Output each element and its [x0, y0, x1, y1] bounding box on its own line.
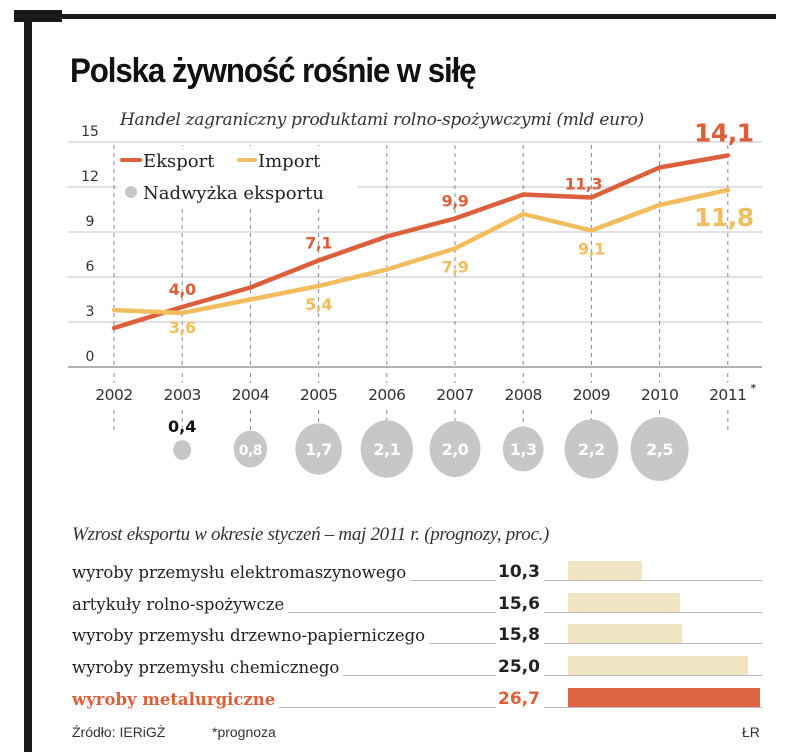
surplus-bubble	[502, 426, 544, 472]
bar-category-label: wyroby przemysłu elektromaszynowego	[72, 563, 411, 582]
surplus-label: 1,7	[305, 440, 332, 459]
y-tick-label: 6	[86, 259, 95, 275]
surplus-bubble	[564, 419, 619, 479]
bar-row: wyroby przemysłu drzewno-papierniczego 15…	[72, 621, 762, 649]
bar-value-label: 25,0	[496, 657, 544, 677]
surplus-bubble	[360, 420, 413, 478]
chart-title: Polska żywność rośnie w siłę	[70, 52, 477, 90]
bar-row-rule	[72, 580, 762, 581]
surplus-bubble	[173, 440, 192, 460]
chart-subtitle: Handel zagraniczny produktami rolno-spoż…	[120, 110, 644, 130]
x-tick-label: 2011	[709, 386, 746, 404]
legend-label-export: Eksport	[143, 151, 215, 172]
y-tick-label: 3	[86, 304, 95, 320]
surplus-bubble	[630, 417, 689, 481]
bar-row: wyroby metalurgiczne 26,7	[72, 685, 762, 713]
surplus-label: 1,3	[510, 440, 537, 459]
bar-category-label: wyroby przemysłu chemicznego	[72, 658, 344, 677]
line-import	[111, 187, 731, 316]
bar-category-label: wyroby metalurgiczne	[72, 690, 280, 709]
surplus-label: 2,1	[373, 440, 400, 459]
x-tick-label: 2009	[573, 386, 610, 404]
bar	[568, 561, 643, 580]
bar-row-rule	[72, 612, 762, 613]
x-tick-label: 2003	[163, 386, 200, 404]
x-tick-label: 2005	[300, 386, 337, 404]
bar-value-label: 15,8	[496, 625, 544, 645]
x-tick-label: 2002	[95, 386, 132, 404]
x-tick-label: 2008	[504, 386, 541, 404]
y-tick-label: 12	[81, 169, 99, 185]
forecast-note: *prognoza	[212, 724, 276, 740]
data-label-import: 9,1	[578, 240, 605, 259]
bar-value-label: 10,3	[496, 562, 544, 582]
bar-value-label: 15,6	[496, 594, 544, 614]
legend-swatch-surplus	[125, 186, 137, 198]
x-tick-label: 2006	[368, 386, 405, 404]
surplus-label: 2,0	[442, 440, 469, 459]
data-label-import: 5,4	[305, 295, 332, 314]
bar-category-label: wyroby przemysłu drzewno-papierniczego	[72, 626, 430, 645]
surplus-label: 2,2	[578, 440, 605, 459]
data-label-import: 3,6	[169, 318, 196, 337]
bar	[568, 593, 681, 612]
bar-value-label: 26,7	[496, 689, 544, 709]
bar	[568, 688, 760, 707]
x-tick-label: 2010	[641, 386, 678, 404]
data-label-export: 14,1	[694, 119, 754, 148]
x-tick-label: 2007	[436, 386, 473, 404]
source-note: Źródło: IERiGŻ	[72, 724, 166, 740]
bar-row: wyroby przemysłu chemicznego 25,0	[72, 653, 762, 681]
line-chart: 0 3 6 9 12 15 2002 2003 2004 2005 2006 2007 2008 2009…	[68, 119, 762, 481]
frame-left-rule	[24, 14, 32, 752]
surplus-label: 0,8	[239, 443, 262, 459]
surplus-bubble	[233, 430, 268, 468]
surplus-label: 2,5	[646, 440, 673, 459]
legend-label-import: Import	[258, 151, 321, 172]
surplus-bubble	[429, 421, 481, 477]
line-export	[111, 153, 731, 331]
bar	[568, 624, 682, 643]
legend-label-surplus: Nadwyżka eksportu	[143, 183, 324, 204]
bar-row: wyroby przemysłu elektromaszynowego 10,3	[72, 558, 762, 586]
y-tick-label: 0	[86, 349, 95, 365]
surplus-bubble	[295, 423, 342, 475]
data-label-export: 4,0	[169, 280, 196, 299]
bar-row-rule	[72, 675, 762, 676]
y-tick-label: 9	[86, 214, 95, 230]
y-tick-label: 15	[81, 124, 99, 140]
legend-background	[118, 146, 358, 208]
frame-corner	[14, 10, 62, 22]
bar-category-label: artykuły rolno-spożywcze	[72, 595, 289, 614]
bars-title: Wzrost eksportu w okresie styczeń – maj …	[72, 524, 550, 545]
data-label-export: 7,1	[305, 234, 332, 253]
frame-top-rule	[24, 14, 776, 19]
bar-row: artykuły rolno-spożywcze 15,6	[72, 590, 762, 618]
data-label-import: 11,8	[694, 203, 754, 232]
author-credit: ŁR	[742, 724, 760, 740]
x-tick-label: 2004	[232, 386, 269, 404]
surplus-label: 0,4	[168, 417, 196, 436]
data-label-export: 9,9	[442, 192, 469, 211]
bar-row-rule	[72, 707, 762, 708]
data-label-export: 11,3	[565, 175, 602, 194]
data-label-import: 7,9	[442, 258, 469, 277]
bar	[568, 656, 748, 675]
x-tick-footnote-mark: *	[751, 383, 757, 394]
